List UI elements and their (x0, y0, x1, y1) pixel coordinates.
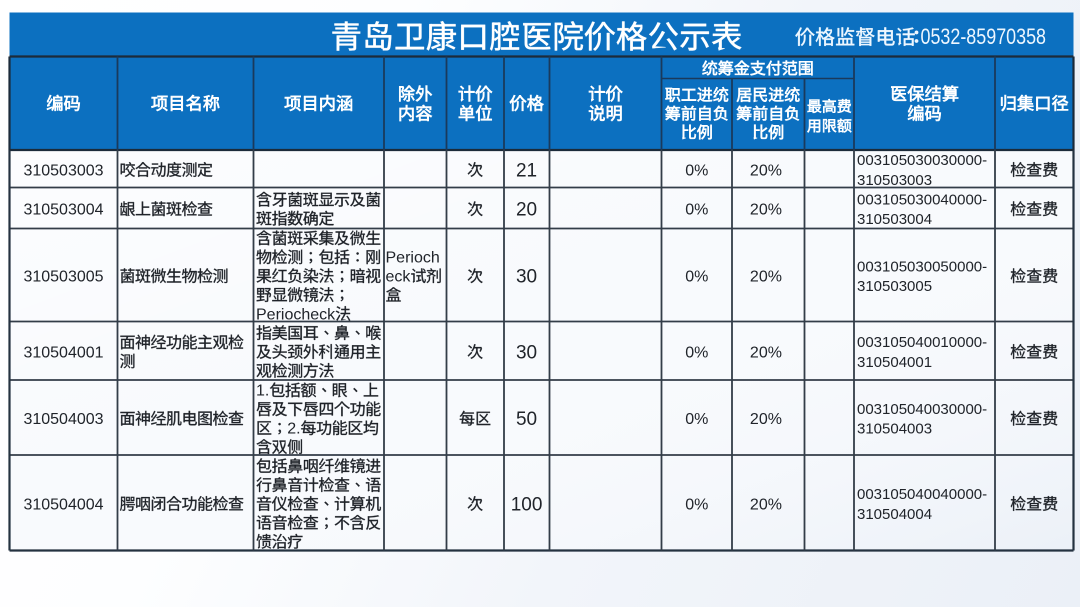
svg-text:20%: 20% (750, 202, 782, 219)
svg-text:eck: eck (386, 269, 412, 286)
svg-text:20%: 20% (750, 344, 782, 361)
svg-text:003105030040000-: 003105030040000- (857, 191, 987, 208)
svg-text:0%: 0% (685, 411, 708, 428)
svg-text:310504001: 310504001 (857, 354, 932, 371)
svg-text:30: 30 (516, 342, 537, 363)
svg-text:310503003: 310503003 (23, 162, 103, 179)
svg-text:310503004: 310503004 (857, 211, 932, 228)
svg-text:310503005: 310503005 (857, 278, 932, 295)
svg-text:310504004: 310504004 (23, 496, 103, 513)
svg-text:0%: 0% (685, 162, 708, 179)
svg-text:20: 20 (516, 200, 537, 221)
svg-text:0%: 0% (685, 202, 708, 219)
svg-text:003105040010000-: 003105040010000- (857, 334, 987, 351)
svg-text:20%: 20% (750, 269, 782, 286)
svg-text:003105040030000-: 003105040030000- (857, 401, 987, 418)
svg-text:003105040040000-: 003105040040000- (857, 486, 987, 503)
svg-text:310504001: 310504001 (23, 344, 103, 361)
svg-text:0532-85970358: 0532-85970358 (921, 24, 1047, 49)
svg-text:100: 100 (511, 494, 543, 515)
svg-text:21: 21 (516, 160, 537, 181)
svg-text:003105030030000-: 003105030030000- (857, 152, 987, 169)
svg-text:20%: 20% (750, 411, 782, 428)
svg-text:30: 30 (516, 267, 537, 288)
svg-text:0%: 0% (685, 496, 708, 513)
svg-text:310503004: 310503004 (23, 202, 103, 219)
svg-text:Perioch: Perioch (386, 250, 440, 267)
svg-text:310504003: 310504003 (857, 421, 932, 438)
svg-text:003105030050000-: 003105030050000- (857, 258, 987, 275)
svg-text:2.: 2. (287, 421, 300, 438)
svg-text:310503005: 310503005 (23, 269, 103, 286)
svg-text:310504004: 310504004 (857, 506, 932, 523)
svg-text:1.: 1. (256, 383, 269, 400)
svg-text:20%: 20% (750, 162, 782, 179)
svg-text:0%: 0% (685, 269, 708, 286)
svg-text:20%: 20% (750, 496, 782, 513)
svg-text:310503003: 310503003 (857, 172, 932, 189)
svg-text:310504003: 310504003 (23, 411, 103, 428)
svg-text:0%: 0% (685, 344, 708, 361)
svg-text:Periocheck: Periocheck (256, 306, 336, 323)
svg-text:50: 50 (516, 409, 537, 430)
